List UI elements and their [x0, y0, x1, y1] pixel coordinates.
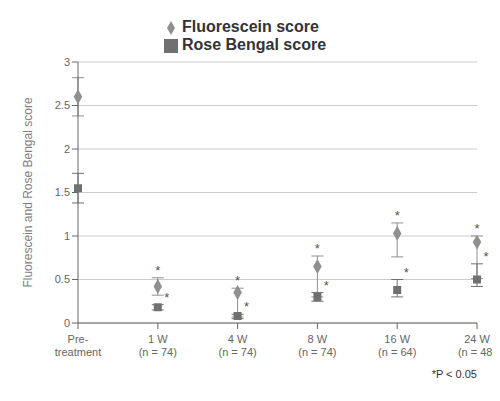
- svg-text:0.5: 0.5: [55, 273, 70, 285]
- svg-text:24 W(n = 48): 24 W(n = 48): [458, 333, 492, 358]
- svg-text:*: *: [155, 263, 160, 278]
- svg-text:1: 1: [64, 230, 70, 242]
- html-text:*P < 0.05: *P < 0.05: [431, 368, 477, 380]
- svg-text:2.5: 2.5: [55, 99, 70, 111]
- svg-text:*: *: [315, 241, 320, 256]
- svg-text:16 W(n = 64): 16 W(n = 64): [378, 333, 416, 358]
- svg-text:3: 3: [64, 56, 70, 68]
- svg-text:*: *: [324, 278, 329, 293]
- svg-text:1.5: 1.5: [55, 186, 70, 198]
- svg-text:4 W(n = 74): 4 W(n = 74): [218, 333, 256, 358]
- svg-text:1 W(n = 74): 1 W(n = 74): [139, 333, 177, 358]
- svg-text:*: *: [404, 265, 409, 280]
- svg-text:8 W(n = 74): 8 W(n = 74): [298, 333, 336, 358]
- svg-text:*: *: [474, 221, 479, 236]
- html-text:Fluorescein score: Fluorescein score: [182, 18, 319, 35]
- svg-text:Pre-treatment: Pre-treatment: [55, 333, 101, 358]
- svg-text:2: 2: [64, 143, 70, 155]
- svg-text:*: *: [395, 208, 400, 223]
- svg-text:0: 0: [64, 317, 70, 329]
- svg-text:*: *: [164, 290, 169, 305]
- html-text:Rose Bengal score: Rose Bengal score: [182, 36, 326, 53]
- svg-text:*: *: [483, 249, 488, 264]
- svg-text:*: *: [244, 299, 249, 314]
- svg-text:Fluorescein and Rose Bengal sc: Fluorescein and Rose Bengal score: [21, 97, 35, 287]
- svg-text:*: *: [235, 273, 240, 288]
